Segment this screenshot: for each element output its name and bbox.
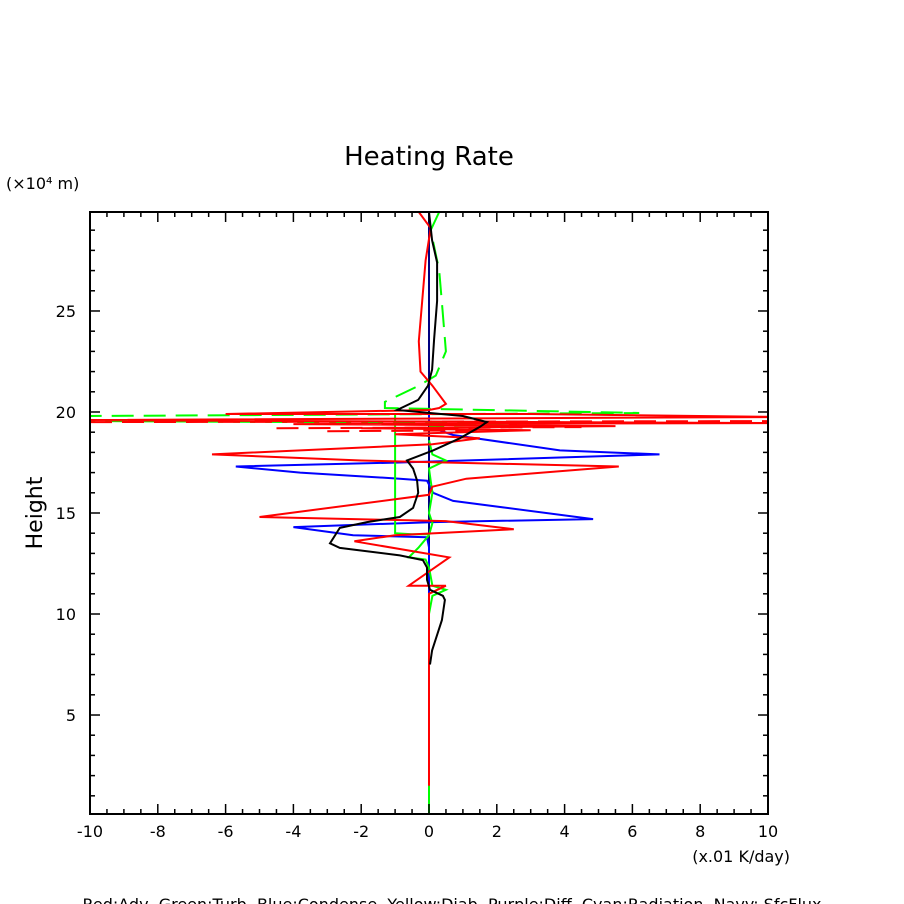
x-tick-label: 4 — [560, 822, 570, 841]
series-line-6 — [328, 212, 490, 665]
x-tick-label: 2 — [492, 822, 502, 841]
series-line-4 — [276, 426, 582, 430]
x-axis-label: (x.01 K/day) — [692, 847, 790, 866]
y-tick-label: 25 — [56, 302, 76, 321]
x-tick-label: -2 — [353, 822, 369, 841]
y-tick-label: 20 — [56, 403, 76, 422]
series-line-3 — [406, 440, 449, 814]
y-tick-label: 10 — [56, 605, 76, 624]
chart-title: Heating Rate — [344, 142, 514, 172]
y-unit-label: (×10⁴ m) — [6, 174, 79, 193]
x-tick-label: 10 — [758, 822, 778, 841]
x-tick-label: 6 — [627, 822, 637, 841]
x-tick-label: -4 — [285, 822, 301, 841]
y-tick-label: 15 — [56, 504, 76, 523]
legend-note: Red:Adv Green:Turb Blue:Condense Yellow:… — [82, 895, 821, 904]
series-line-5 — [90, 212, 768, 786]
series-line-1 — [235, 412, 660, 604]
y-tick-label: 5 — [66, 706, 76, 725]
series-line-2 — [90, 212, 640, 428]
x-tick-label: -8 — [150, 822, 166, 841]
x-tick-label: 0 — [424, 822, 434, 841]
x-tick-label: 8 — [695, 822, 705, 841]
y-axis-label: Height — [23, 476, 48, 549]
x-tick-label: -6 — [218, 822, 234, 841]
x-tick-label: -10 — [77, 822, 103, 841]
